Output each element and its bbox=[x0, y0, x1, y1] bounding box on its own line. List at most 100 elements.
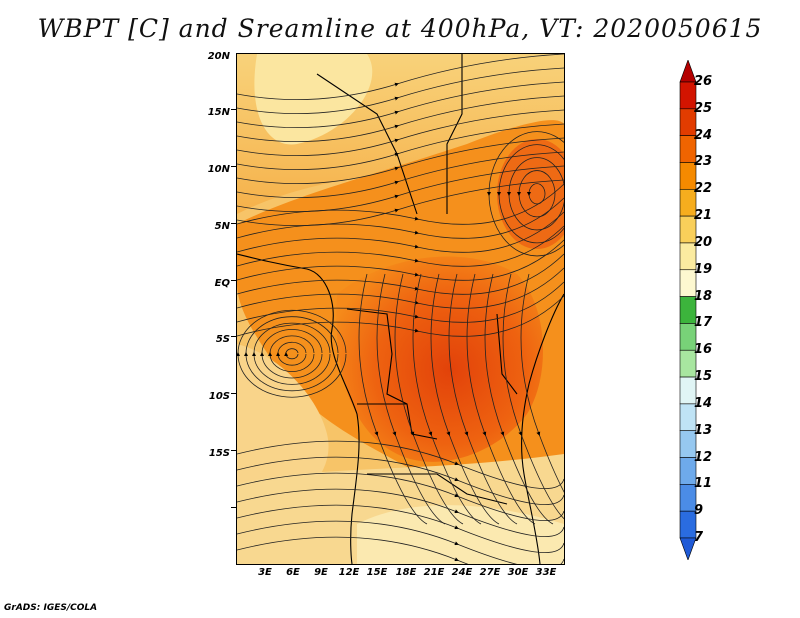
colorbar-label: 21 bbox=[694, 208, 713, 224]
streamline bbox=[430, 273, 500, 525]
coastlines bbox=[237, 54, 564, 564]
y-tick-label: 5S bbox=[215, 334, 230, 345]
y-tick-mark bbox=[231, 280, 236, 281]
streamline bbox=[376, 273, 446, 525]
streamline bbox=[520, 273, 564, 493]
streamline bbox=[237, 137, 564, 185]
colorbar bbox=[679, 60, 697, 560]
streamline bbox=[284, 348, 299, 360]
border-angola bbox=[357, 403, 438, 440]
streamline bbox=[394, 273, 464, 525]
y-tick-mark bbox=[231, 166, 236, 167]
streamline bbox=[448, 273, 518, 525]
streamline bbox=[237, 472, 564, 521]
colorbar-swatch bbox=[679, 537, 697, 560]
streamline bbox=[486, 131, 564, 257]
colorbar-label: 9 bbox=[694, 503, 704, 519]
colorbar-label: 13 bbox=[694, 422, 713, 438]
x-tick-label: 9E bbox=[314, 567, 328, 578]
streamline bbox=[412, 273, 482, 525]
streamline bbox=[237, 109, 564, 157]
y-tick-label: 15N bbox=[207, 107, 230, 118]
x-tick-label: 27E bbox=[479, 567, 501, 578]
congo-hot-core bbox=[336, 256, 544, 462]
border-niger-chad bbox=[316, 73, 418, 215]
streamline bbox=[237, 253, 564, 295]
streamline bbox=[260, 329, 323, 379]
y-tick-mark bbox=[231, 336, 236, 337]
border-sudan bbox=[446, 54, 463, 214]
colorbar-label: 24 bbox=[694, 127, 713, 143]
x-tick-label: 12E bbox=[338, 567, 360, 578]
y-tick-mark bbox=[231, 109, 236, 110]
streamline bbox=[237, 81, 564, 129]
y-tick-label: 20N bbox=[207, 51, 230, 62]
streamline bbox=[237, 520, 564, 564]
streamline bbox=[237, 123, 564, 171]
colorbar-label: 25 bbox=[694, 100, 713, 116]
streamlines bbox=[237, 54, 564, 564]
y-tick-mark bbox=[231, 507, 236, 508]
streamline bbox=[237, 179, 564, 227]
colorbar-label: 14 bbox=[694, 395, 713, 411]
streamline bbox=[237, 488, 564, 537]
colorbar-label: 17 bbox=[694, 315, 713, 331]
streamline bbox=[237, 239, 564, 281]
streamline bbox=[237, 440, 564, 489]
streamline bbox=[237, 295, 564, 337]
grads-credit: GrADS: IGES/COLA bbox=[4, 603, 98, 613]
colorbar-label: 11 bbox=[694, 476, 713, 492]
colorbar-label: 20 bbox=[694, 234, 713, 250]
east-coastline bbox=[521, 293, 564, 564]
colorbar-label: 15 bbox=[694, 369, 713, 385]
y-tick-label: 15S bbox=[208, 448, 230, 459]
streamline bbox=[237, 267, 564, 309]
streamline bbox=[237, 309, 347, 398]
colorbar-label: 26 bbox=[694, 74, 713, 89]
streamline bbox=[244, 316, 339, 392]
streamline bbox=[237, 67, 564, 115]
streamline bbox=[496, 144, 564, 244]
streamline bbox=[358, 273, 428, 525]
streamline bbox=[237, 151, 564, 199]
y-tick-label: 10S bbox=[208, 391, 230, 402]
colorbar-label: 16 bbox=[694, 342, 713, 358]
x-tick-label: 21E bbox=[423, 567, 445, 578]
x-tick-label: 30E bbox=[507, 567, 529, 578]
streamline bbox=[237, 281, 564, 323]
streamline bbox=[506, 157, 564, 231]
border-tanzania bbox=[496, 313, 518, 395]
x-tick-label: 6E bbox=[286, 567, 300, 578]
map-panel bbox=[236, 53, 565, 565]
streamline bbox=[237, 183, 564, 225]
y-tick-mark bbox=[231, 393, 236, 394]
colorbar-label: 23 bbox=[694, 154, 713, 170]
streamline bbox=[237, 211, 564, 253]
colorbar-label: 19 bbox=[694, 261, 713, 277]
streamline bbox=[252, 322, 331, 385]
x-tick-label: 15E bbox=[366, 567, 388, 578]
streamline bbox=[237, 536, 469, 564]
y-tick-mark bbox=[231, 450, 236, 451]
x-tick-label: 18E bbox=[395, 567, 417, 578]
streamline bbox=[237, 54, 564, 101]
y-tick-mark bbox=[231, 223, 236, 224]
y-tick-label: EQ bbox=[214, 278, 230, 289]
chart-title: WBPT [C] and Sreamline at 400hPa, VT: 20… bbox=[37, 14, 763, 43]
y-tick-label: 5N bbox=[214, 221, 230, 232]
streamline bbox=[276, 341, 307, 366]
streamline bbox=[237, 456, 564, 505]
streamline bbox=[268, 335, 315, 372]
kalahari-light-region bbox=[357, 505, 564, 564]
streamline bbox=[502, 273, 564, 520]
streamline bbox=[466, 273, 536, 525]
border-congo bbox=[346, 308, 408, 405]
y-tick-label: 10N bbox=[207, 164, 230, 175]
map-canvas bbox=[237, 54, 564, 564]
x-tick-label: 24E bbox=[451, 567, 473, 578]
x-tick-label: 3E bbox=[258, 567, 272, 578]
streamline bbox=[526, 183, 546, 205]
colorbar-label: 12 bbox=[694, 449, 713, 465]
colorbar-label: 7 bbox=[694, 530, 704, 545]
streamline bbox=[237, 504, 564, 553]
